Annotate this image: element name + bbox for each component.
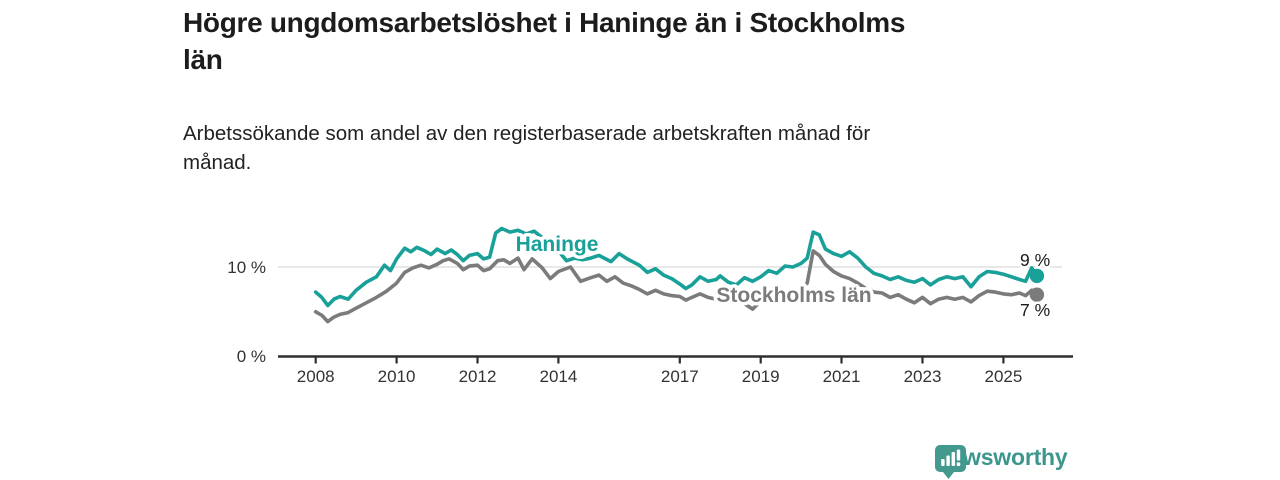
bar-chart-speech-bubble-icon — [935, 445, 966, 479]
newsworthy-logo: Newsworthy — [934, 444, 1068, 479]
subtitle-line-1: Arbetssökande som andel av den registerb… — [183, 122, 871, 145]
x-axis-tick-label: 2019 — [742, 367, 780, 386]
end-dot-haninge — [1029, 268, 1045, 284]
x-axis-tick-label: 2012 — [459, 367, 497, 386]
chart-subtitle: Arbetssökande som andel av den registerb… — [183, 119, 1063, 177]
x-axis-tick-labels: 2008 2010 2012 2014 2017 2019 2021 2023 2025 — [297, 367, 1023, 386]
end-value-label-haninge: 9 % — [1020, 250, 1050, 270]
end-dot-stockholms-lan — [1029, 287, 1045, 302]
x-axis-tick-label: 2008 — [297, 367, 335, 386]
y-axis-label-10: 10 % — [227, 258, 266, 277]
x-axis-tick-label: 2021 — [823, 367, 861, 386]
x-axis-ticks — [314, 357, 1005, 364]
title-line-1: Högre ungdomsarbetslöshet i Haninge än i… — [183, 7, 906, 38]
series-label-haninge: Haninge — [516, 233, 599, 256]
y-axis-label-0: 0 % — [237, 347, 266, 366]
x-axis-tick-label: 2023 — [904, 367, 942, 386]
series-line-haninge — [313, 226, 1039, 308]
series-label-stockholms-lan: Stockholms län — [716, 284, 871, 307]
title-line-2: län — [183, 44, 223, 75]
series-line-stockholms-lan — [313, 249, 1039, 324]
x-axis-tick-label: 2025 — [984, 367, 1022, 386]
end-value-label-stockholms-lan: 7 % — [1020, 300, 1050, 320]
subtitle-line-2: månad. — [183, 151, 252, 174]
page-title: Högre ungdomsarbetslöshet i Haninge än i… — [183, 4, 1103, 78]
x-axis-tick-label: 2014 — [539, 367, 577, 386]
x-axis-tick-label: 2010 — [378, 367, 416, 386]
x-axis-tick-label: 2017 — [661, 367, 699, 386]
